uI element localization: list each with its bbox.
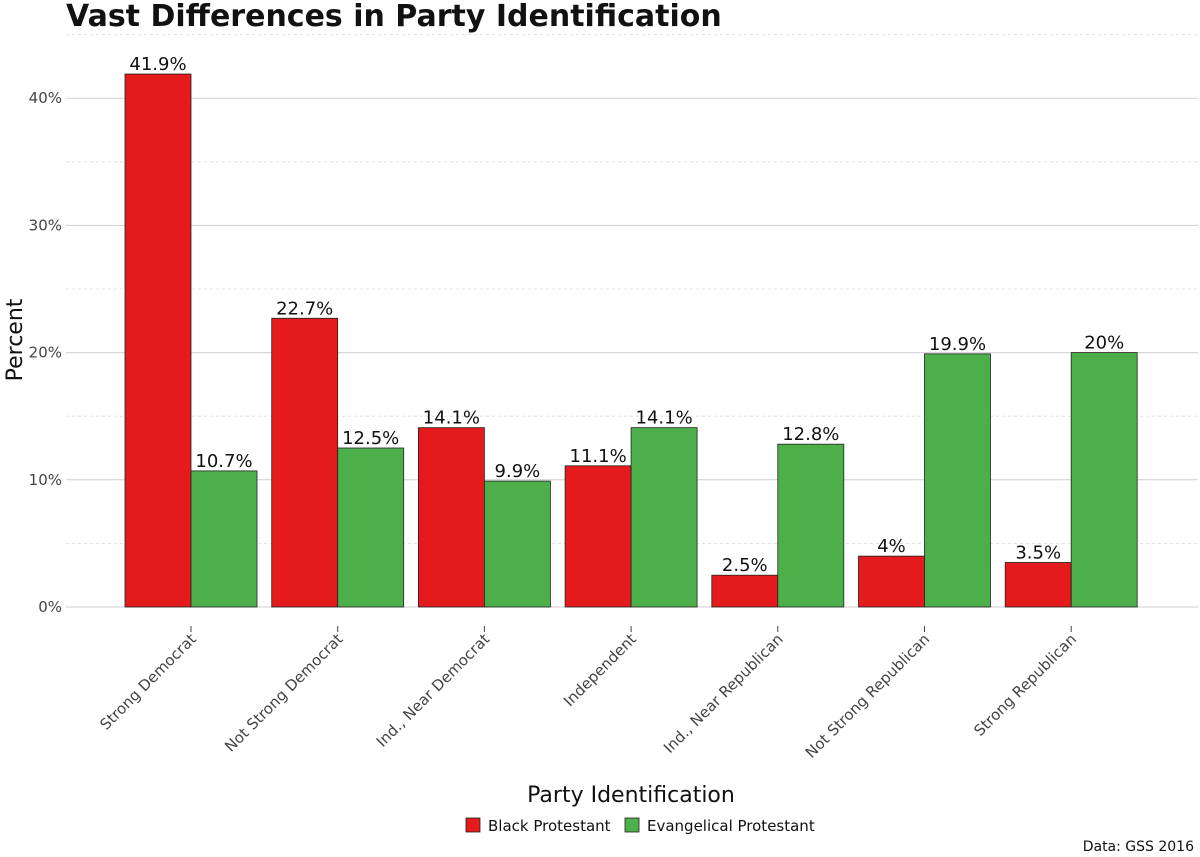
x-tick-label: Strong Democrat bbox=[96, 630, 200, 734]
bar bbox=[1004, 562, 1072, 608]
data-label: 9.9% bbox=[495, 461, 541, 482]
data-labels: 41.9% 10.7% 22.7% 12.5% 14.1% 9.9% 11.1% 14.1% 2… bbox=[129, 54, 1124, 576]
x-tick-label: Independent bbox=[560, 630, 640, 710]
y-axis-title: Percent bbox=[3, 298, 28, 381]
bar bbox=[777, 443, 845, 608]
data-label: 22.7% bbox=[276, 298, 333, 319]
x-axis-ticks: Strong Democrat Not Strong Democrat Ind., … bbox=[96, 626, 1080, 762]
y-tick-label: 10% bbox=[29, 471, 62, 489]
data-label: 10.7% bbox=[195, 451, 252, 472]
legend-swatch bbox=[465, 817, 481, 833]
bar bbox=[417, 427, 485, 608]
data-label: 12.5% bbox=[342, 428, 399, 449]
data-label: 12.8% bbox=[782, 424, 839, 445]
bar bbox=[924, 353, 991, 608]
bar bbox=[711, 574, 779, 608]
data-label: 11.1% bbox=[570, 446, 627, 467]
data-label: 19.9% bbox=[929, 334, 986, 355]
caption: Data: GSS 2016 bbox=[1083, 839, 1194, 855]
y-tick-label: 40% bbox=[29, 89, 62, 107]
legend-swatch bbox=[624, 817, 640, 833]
data-label: 2.5% bbox=[722, 555, 768, 576]
bars bbox=[124, 73, 1138, 608]
x-tick-label: Not Strong Democrat bbox=[221, 630, 346, 755]
data-label: 4% bbox=[877, 536, 906, 557]
y-tick-label: 20% bbox=[29, 344, 62, 362]
bar bbox=[271, 317, 339, 608]
data-label: 41.9% bbox=[129, 54, 186, 75]
chart-title: Vast Differences in Party Identification bbox=[66, 0, 722, 34]
bar bbox=[1070, 352, 1138, 608]
x-axis-title: Party Identification bbox=[527, 783, 735, 808]
x-tick-label: Ind., Near Democrat bbox=[373, 630, 494, 751]
bar bbox=[630, 427, 698, 608]
data-label: 3.5% bbox=[1015, 542, 1061, 563]
bar bbox=[564, 465, 632, 608]
data-label: 20% bbox=[1084, 333, 1124, 354]
bar bbox=[337, 447, 405, 608]
data-label: 14.1% bbox=[423, 408, 480, 429]
x-tick-label: Ind., Near Republican bbox=[660, 630, 787, 757]
bar bbox=[124, 73, 192, 608]
x-tick-label: Not Strong Republican bbox=[802, 630, 934, 762]
bar bbox=[483, 480, 551, 608]
legend: Black Protestant Evangelical Protestant bbox=[465, 817, 815, 835]
y-axis-ticks: 0% 10% 20% 30% 40% bbox=[29, 89, 62, 616]
legend-label: Evangelical Protestant bbox=[647, 817, 815, 835]
y-tick-label: 0% bbox=[38, 598, 62, 616]
legend-label: Black Protestant bbox=[488, 817, 611, 835]
bar bbox=[190, 470, 258, 608]
y-tick-label: 30% bbox=[29, 216, 62, 234]
data-label: 14.1% bbox=[636, 408, 693, 429]
x-tick-label: Strong Republican bbox=[970, 630, 1080, 740]
bar bbox=[858, 555, 925, 608]
